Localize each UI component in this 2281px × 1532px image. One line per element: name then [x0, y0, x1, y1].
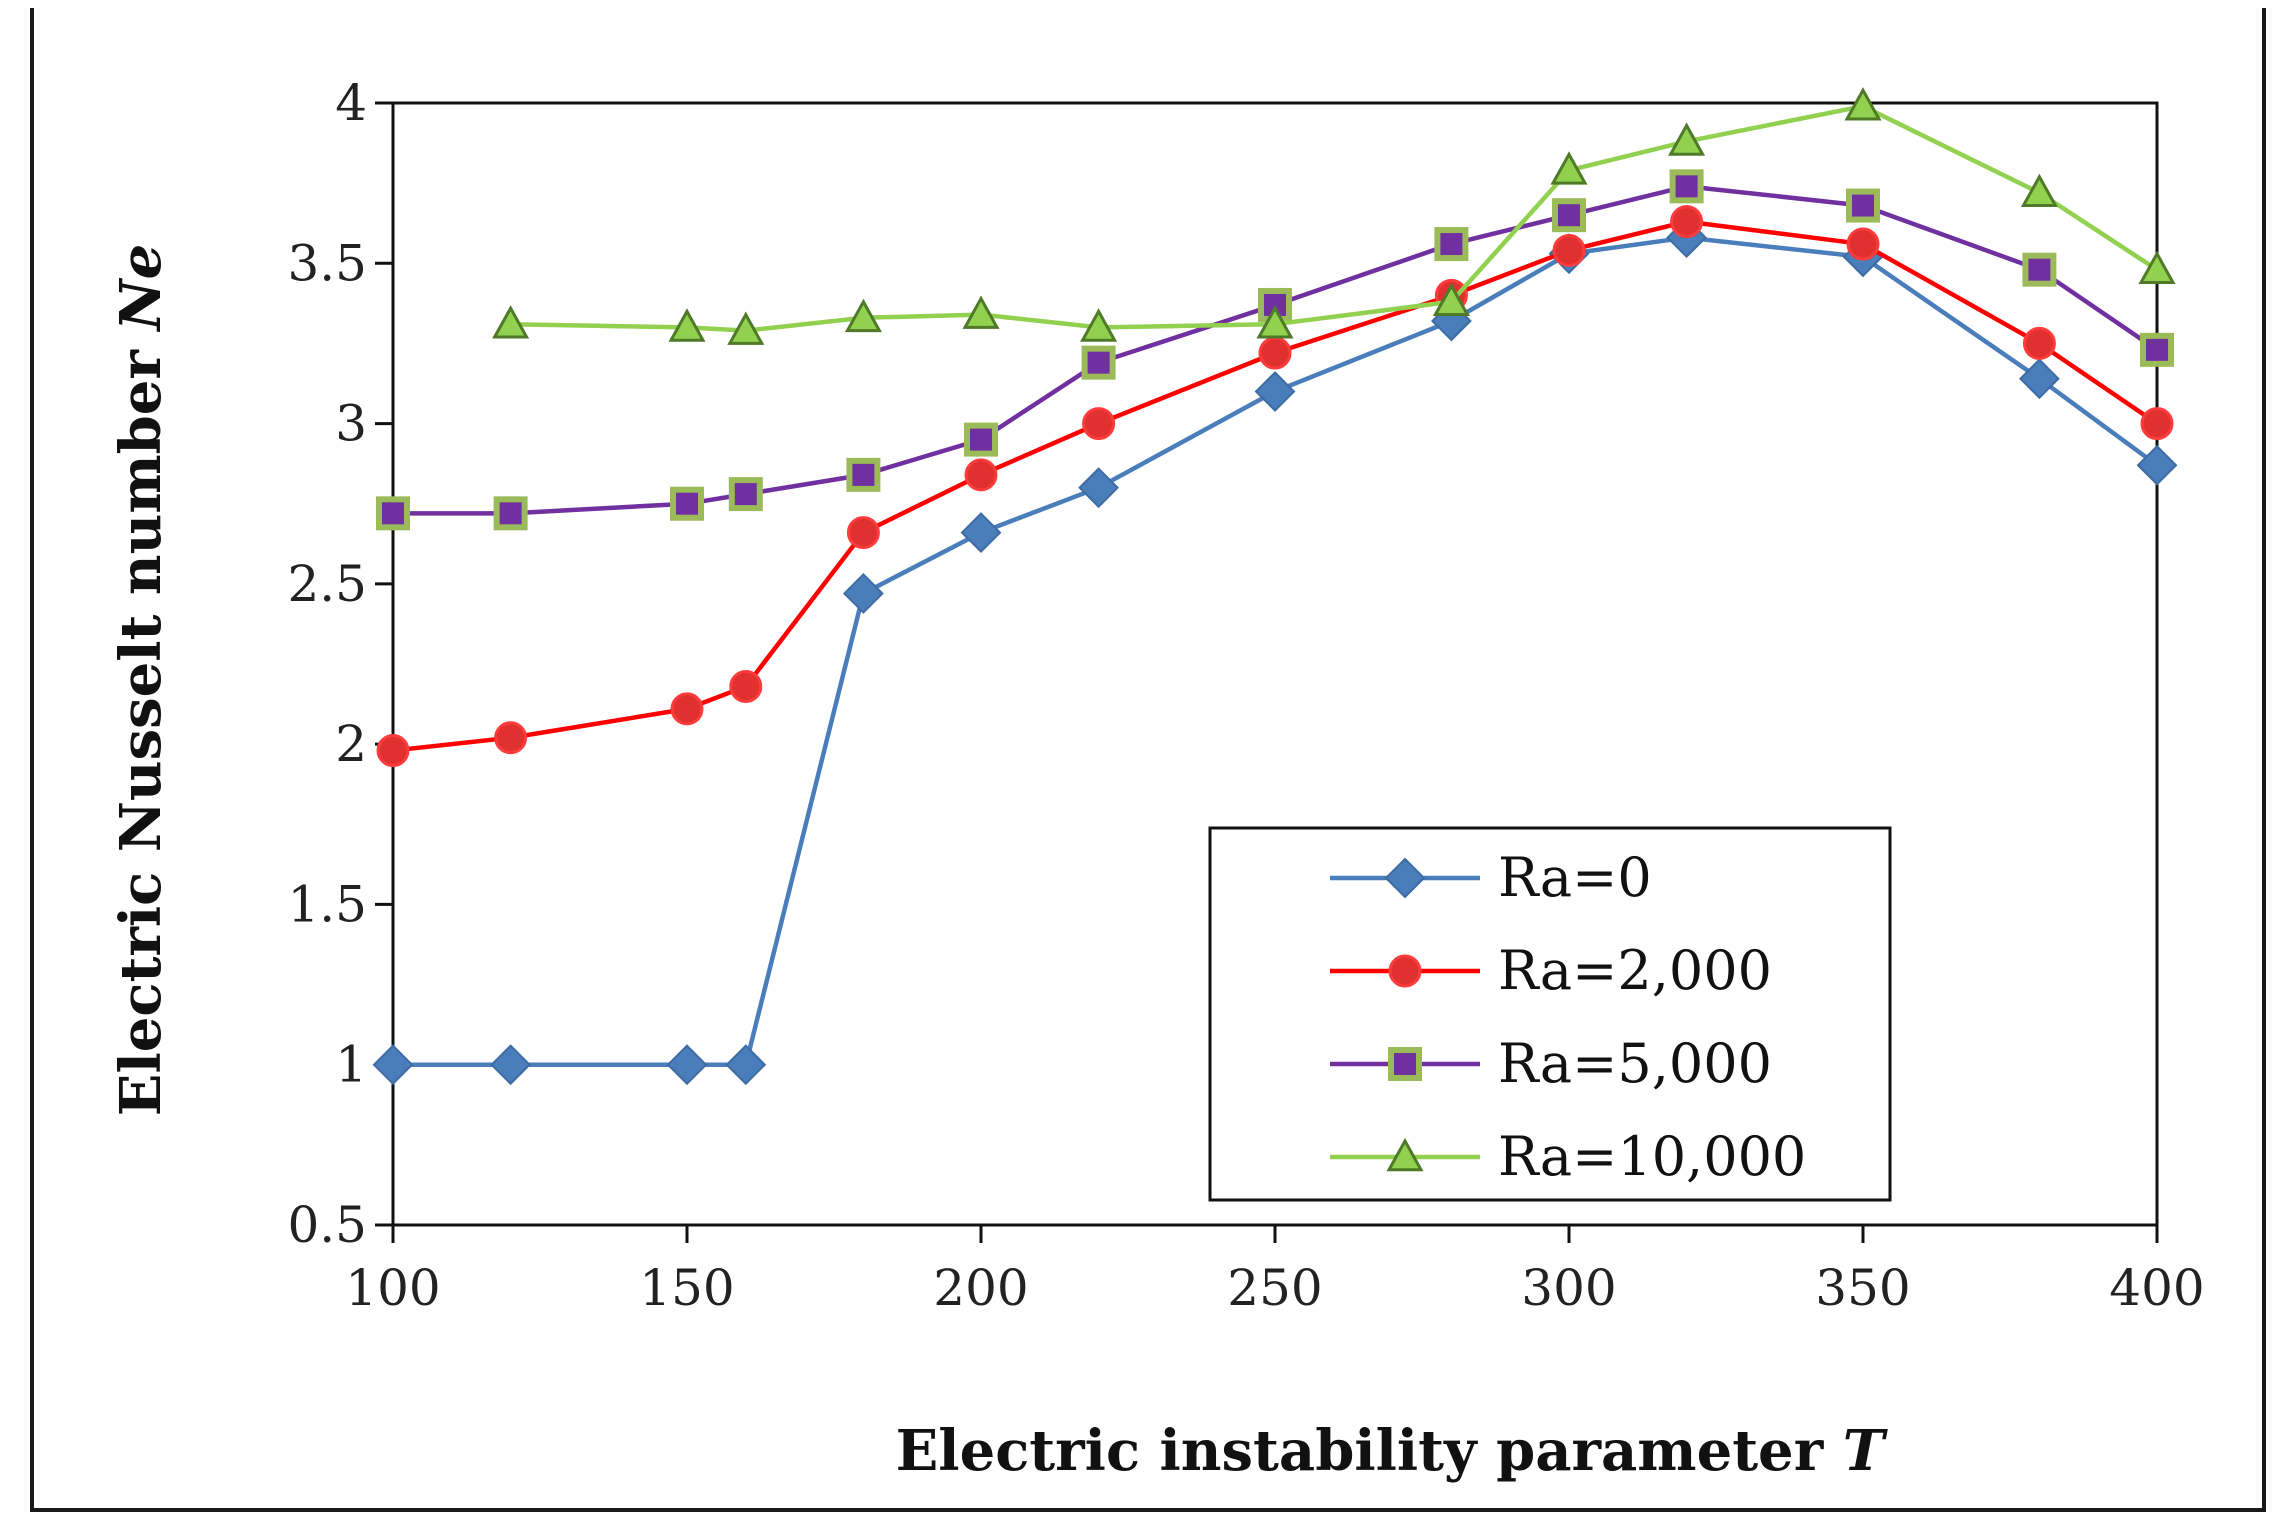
data-point [492, 305, 530, 339]
x-tick-label: 200 [933, 1259, 1028, 1317]
legend-item-3: Ra=10,000 [1330, 1125, 1806, 1188]
x-tick-label: 350 [1815, 1259, 1910, 1317]
data-point [376, 496, 410, 531]
figure-frame [30, 8, 2266, 1512]
legend-marker [1388, 1047, 1422, 1081]
data-point [1668, 122, 1706, 156]
x-tick-label: 400 [2109, 1259, 2204, 1317]
legend-label: Ra=2,000 [1498, 939, 1772, 1002]
data-point [962, 295, 1000, 329]
data-point [964, 422, 998, 457]
data-point [2022, 326, 2056, 360]
data-point [960, 512, 1002, 553]
data-point [666, 1044, 708, 1086]
x-tick-label: 250 [1227, 1259, 1322, 1317]
data-point [842, 573, 884, 614]
data-point [2138, 250, 2176, 284]
y-tick-label: 3.5 [287, 234, 367, 292]
data-point [1550, 151, 1588, 185]
data-point [846, 516, 880, 550]
y-tick-label: 4 [335, 74, 367, 132]
data-point [1081, 345, 1116, 380]
data-point [2140, 332, 2174, 367]
series-3 [492, 87, 2176, 345]
data-point [1082, 407, 1116, 441]
series-1 [376, 205, 2174, 768]
data-point [670, 486, 704, 521]
data-point [1552, 233, 1586, 267]
data-point [1258, 336, 1292, 370]
data-point [2022, 252, 2057, 287]
data-point [1080, 308, 1118, 342]
data-point [494, 721, 528, 755]
data-point [728, 477, 763, 512]
data-point [964, 458, 998, 492]
series-line [510, 103, 2159, 333]
legend-label: Ra=5,000 [1498, 1032, 1772, 1095]
axis-titles: Electric instability parameter T Electri… [108, 244, 1889, 1484]
y-tick-label: 0.5 [287, 1196, 367, 1254]
data-point [846, 457, 881, 492]
data-point [1670, 205, 1704, 239]
y-tick-label: 3 [335, 395, 367, 453]
data-point [1844, 87, 1882, 121]
data-point [1254, 371, 1296, 412]
series-layer [372, 87, 2178, 1086]
legend-label: Ra=10,000 [1498, 1125, 1806, 1188]
data-point [725, 1044, 767, 1086]
data-point [670, 692, 704, 726]
data-point [2136, 444, 2178, 486]
legend-marker [1386, 1137, 1424, 1172]
data-point [490, 1044, 532, 1086]
data-point [2020, 173, 2058, 208]
data-point [1078, 467, 1120, 509]
data-point [1256, 305, 1294, 339]
data-point [1669, 169, 1704, 204]
legend-label: Ra=0 [1498, 846, 1652, 909]
legend: Ra=0 Ra=2,000 Ra=5,000 Ra=10,000 [1208, 826, 1892, 1202]
legend-marker [1384, 857, 1426, 899]
legend-item-2: Ra=5,000 [1330, 1032, 1772, 1095]
axes: 0.5 1 1.5 2 2.5 3 3.5 4 100 150 200 250 300 350 400 [287, 74, 2204, 1317]
x-tick-label: 300 [1521, 1259, 1616, 1317]
data-point [2018, 358, 2060, 400]
legend-item-1: Ra=2,000 [1330, 939, 1772, 1002]
data-point [729, 669, 763, 703]
x-tick-label: 150 [639, 1259, 734, 1317]
y-axis-title: Electric Nusselt number Ne [108, 244, 174, 1116]
y-tick-label: 2.5 [287, 555, 367, 613]
y-tick-label: 1.5 [287, 875, 367, 933]
data-point [1434, 227, 1469, 262]
x-tick-label: 100 [345, 1259, 440, 1317]
data-point [727, 311, 765, 345]
data-point [1552, 198, 1586, 233]
x-axis-title: Electric instability parameter T [896, 1418, 1889, 1484]
data-point [372, 1044, 414, 1086]
data-point [1432, 282, 1470, 317]
legend-item-0: Ra=0 [1330, 846, 1652, 909]
y-tick-label: 2 [335, 715, 367, 773]
data-point [1846, 188, 1880, 223]
legend-marker [1388, 954, 1422, 988]
data-point [1846, 227, 1880, 261]
legend-box [1208, 826, 1892, 1202]
data-point [844, 298, 882, 333]
data-point [668, 308, 706, 342]
data-point [376, 734, 410, 768]
data-point [2140, 407, 2174, 441]
data-point [493, 496, 528, 531]
y-tick-label: 1 [335, 1036, 367, 1094]
